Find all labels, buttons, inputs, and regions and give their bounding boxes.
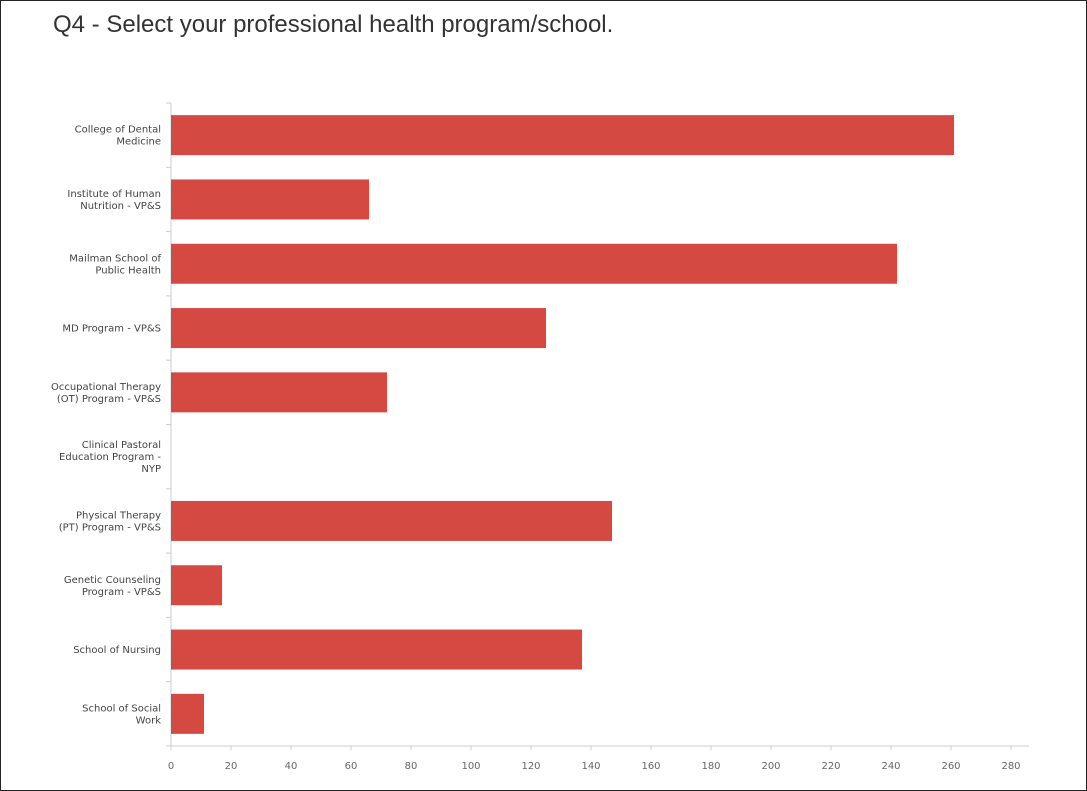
category-label: Mailman School of Public Health — [69, 253, 161, 276]
x-tick-label: 220 — [821, 761, 840, 772]
bar — [171, 629, 582, 670]
bar — [171, 565, 222, 606]
x-tick-label: 100 — [461, 761, 480, 772]
chart-title: Q4 - Select your professional health pro… — [53, 11, 614, 38]
x-tick-label: 140 — [581, 761, 600, 772]
category-label: School of Nursing — [73, 645, 161, 656]
x-tick-label: 180 — [701, 761, 720, 772]
x-tick-label: 40 — [285, 761, 298, 772]
category-label: School of Social Work — [82, 703, 161, 726]
bar — [171, 372, 387, 413]
category-label: College of Dental Medicine — [75, 125, 161, 148]
category-label: MD Program - VP&S — [62, 324, 161, 335]
x-tick-label: 200 — [761, 761, 780, 772]
x-tick-label: 260 — [941, 761, 960, 772]
x-tick-label: 160 — [641, 761, 660, 772]
category-label: Physical Therapy (PT) Program - VP&S — [59, 510, 161, 533]
x-tick-label: 80 — [405, 761, 418, 772]
bar — [171, 500, 612, 541]
category-label: Clinical Pastoral Education Program -NYP — [59, 440, 161, 475]
x-tick-label: 0 — [168, 761, 174, 772]
x-tick-label: 120 — [521, 761, 540, 772]
category-label: Genetic Counseling Program - VP&S — [64, 575, 161, 598]
bar — [171, 243, 897, 284]
x-tick-label: 240 — [881, 761, 900, 772]
bar — [171, 115, 954, 156]
x-tick-label: 20 — [225, 761, 238, 772]
category-label: Occupational Therapy (OT) Program - VP&S — [51, 382, 161, 405]
bar — [171, 693, 204, 734]
x-tick-label: 60 — [345, 761, 358, 772]
bar — [171, 179, 369, 220]
category-label: Institute of Human Nutrition - VP&S — [67, 189, 161, 212]
x-tick-label: 280 — [1001, 761, 1020, 772]
bar — [171, 308, 546, 349]
